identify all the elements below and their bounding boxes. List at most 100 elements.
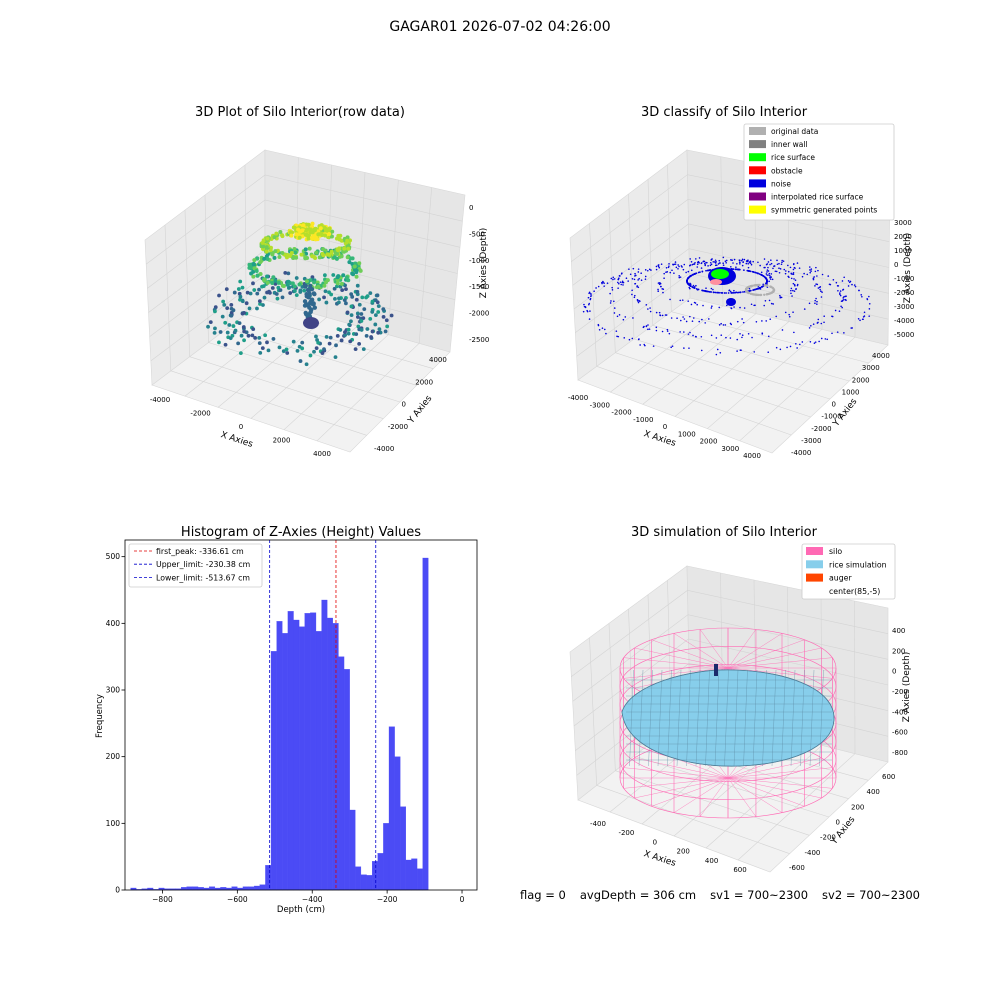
hist-bar xyxy=(377,853,384,891)
noise-point xyxy=(736,320,739,323)
silo-spoke xyxy=(727,777,822,799)
noise-point xyxy=(829,283,832,286)
raw-point xyxy=(290,230,295,235)
noise-point xyxy=(814,302,816,305)
noise-point xyxy=(814,341,817,343)
noise-point xyxy=(772,303,774,305)
noise-point xyxy=(588,318,591,320)
noise-point xyxy=(714,259,717,262)
noise-point xyxy=(810,270,812,272)
noise-point xyxy=(814,270,817,273)
noise-point xyxy=(819,288,821,291)
silo-spoke xyxy=(727,657,833,669)
noise-point xyxy=(757,261,759,264)
noise-point xyxy=(686,280,688,283)
raw-point xyxy=(298,359,303,363)
noise-point xyxy=(722,256,725,259)
noise-point xyxy=(768,274,770,276)
noise-point xyxy=(690,269,693,272)
noise-point xyxy=(613,307,616,309)
grid-line xyxy=(145,174,463,265)
noise-point xyxy=(681,266,683,268)
noise-point xyxy=(790,292,792,295)
noise-point xyxy=(790,289,792,292)
raw-point xyxy=(217,293,221,298)
raw-point xyxy=(223,320,228,325)
noise-point xyxy=(761,285,764,288)
raw-point xyxy=(251,261,256,266)
noise-point xyxy=(731,259,733,261)
noise-point xyxy=(687,277,689,280)
original-point xyxy=(753,293,756,296)
sim-z-tick: -200 xyxy=(892,688,908,696)
noise-point xyxy=(738,268,741,271)
raw-point xyxy=(333,355,338,360)
raw-point xyxy=(322,283,327,288)
noise-point xyxy=(787,264,789,267)
legend-label: first_peak: -336.61 cm xyxy=(156,547,244,556)
raw-point xyxy=(344,287,348,292)
noise-point xyxy=(747,266,750,269)
noise-point xyxy=(678,276,681,279)
noise-point xyxy=(655,329,658,332)
noise-point xyxy=(637,268,640,270)
raw-point xyxy=(298,288,303,293)
silo-spoke xyxy=(623,667,729,679)
raw-point xyxy=(238,351,243,355)
raw-y-tick: 0 xyxy=(402,401,406,409)
noise-point xyxy=(743,258,746,261)
noise-point xyxy=(658,283,661,286)
noise-point xyxy=(610,277,613,280)
noise-point xyxy=(730,307,732,309)
raw-point xyxy=(343,333,348,337)
rice-mesh-line xyxy=(762,669,767,767)
classify-z-tick: -5000 xyxy=(894,331,914,339)
hist-yticks: 0 100 200 300 400 500 xyxy=(106,552,125,895)
hist-ylabel: Frequency xyxy=(95,694,105,738)
noise-point xyxy=(722,264,725,266)
noise-point xyxy=(636,285,639,287)
classify-z-tick: 2000 xyxy=(894,233,912,241)
sim-xlabel: X Axies xyxy=(642,849,677,869)
classify-x-tick: -4000 xyxy=(568,394,588,402)
noise-point xyxy=(612,276,615,279)
legend-frame xyxy=(801,543,896,600)
raw-point xyxy=(306,222,311,227)
noise-point xyxy=(689,258,691,260)
noise-point xyxy=(667,266,670,269)
raw-point xyxy=(225,330,230,335)
noise-point xyxy=(810,324,812,327)
raw-point xyxy=(314,334,318,339)
raw-point xyxy=(242,329,247,334)
raw-point xyxy=(255,306,259,311)
noise-point xyxy=(813,276,815,278)
noise-point xyxy=(868,315,871,317)
noise-point xyxy=(755,271,757,274)
noise-point xyxy=(602,280,604,283)
raw-point xyxy=(347,260,352,265)
noise-point xyxy=(595,287,597,289)
raw-point xyxy=(323,289,328,294)
raw-point xyxy=(278,288,283,293)
hist-plot-frame xyxy=(124,539,478,891)
noise-point xyxy=(831,315,834,318)
noise-point xyxy=(788,315,791,318)
raw-point xyxy=(332,286,337,291)
noise-point xyxy=(815,266,817,269)
noise-point xyxy=(790,272,793,275)
silo-spoke xyxy=(727,777,757,817)
noise-point xyxy=(767,266,769,269)
noise-point xyxy=(661,314,664,317)
rice-mesh-line xyxy=(790,669,796,767)
original-point xyxy=(759,293,762,297)
raw-y-tick: -4000 xyxy=(374,445,394,453)
raw-point xyxy=(310,235,315,240)
noise-point xyxy=(719,351,722,354)
noise-point xyxy=(775,315,778,318)
auger-marker xyxy=(714,664,718,676)
noise-point xyxy=(636,299,639,301)
noise-point xyxy=(714,264,717,267)
legend-label: Lower_limit: -513.67 cm xyxy=(156,573,250,582)
raw-point xyxy=(357,341,362,346)
raw-point xyxy=(294,293,299,298)
